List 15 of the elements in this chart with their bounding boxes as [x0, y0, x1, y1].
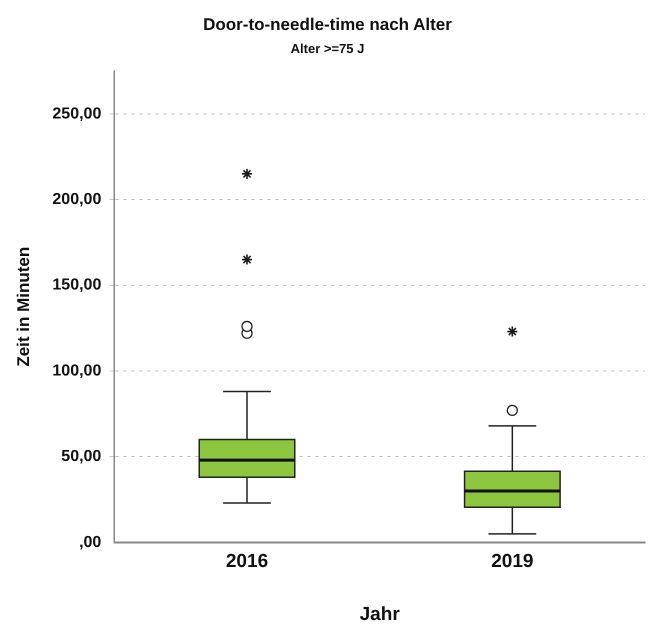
y-tick-label: 150,00 — [52, 276, 102, 294]
point — [241, 254, 253, 266]
x-tick-label: 2016 — [226, 551, 268, 572]
y-tick-label: 250,00 — [52, 105, 102, 122]
point — [241, 168, 253, 180]
y-tick-label: 50,00 — [61, 448, 102, 466]
chart-subtitle: Alter >=75 J — [290, 40, 364, 56]
y-tick-label: ,00 — [79, 534, 102, 551]
y-tick-label: 100,00 — [52, 362, 102, 380]
y-tick-label: 200,00 — [52, 190, 102, 208]
y-axis-title: Zeit in Minuten — [14, 246, 33, 367]
x-tick-label: 2019 — [491, 551, 534, 572]
point — [506, 326, 518, 338]
chart-title: Door-to-needle-time nach Alter — [203, 14, 452, 34]
x-axis-title: Jahr — [360, 604, 400, 625]
